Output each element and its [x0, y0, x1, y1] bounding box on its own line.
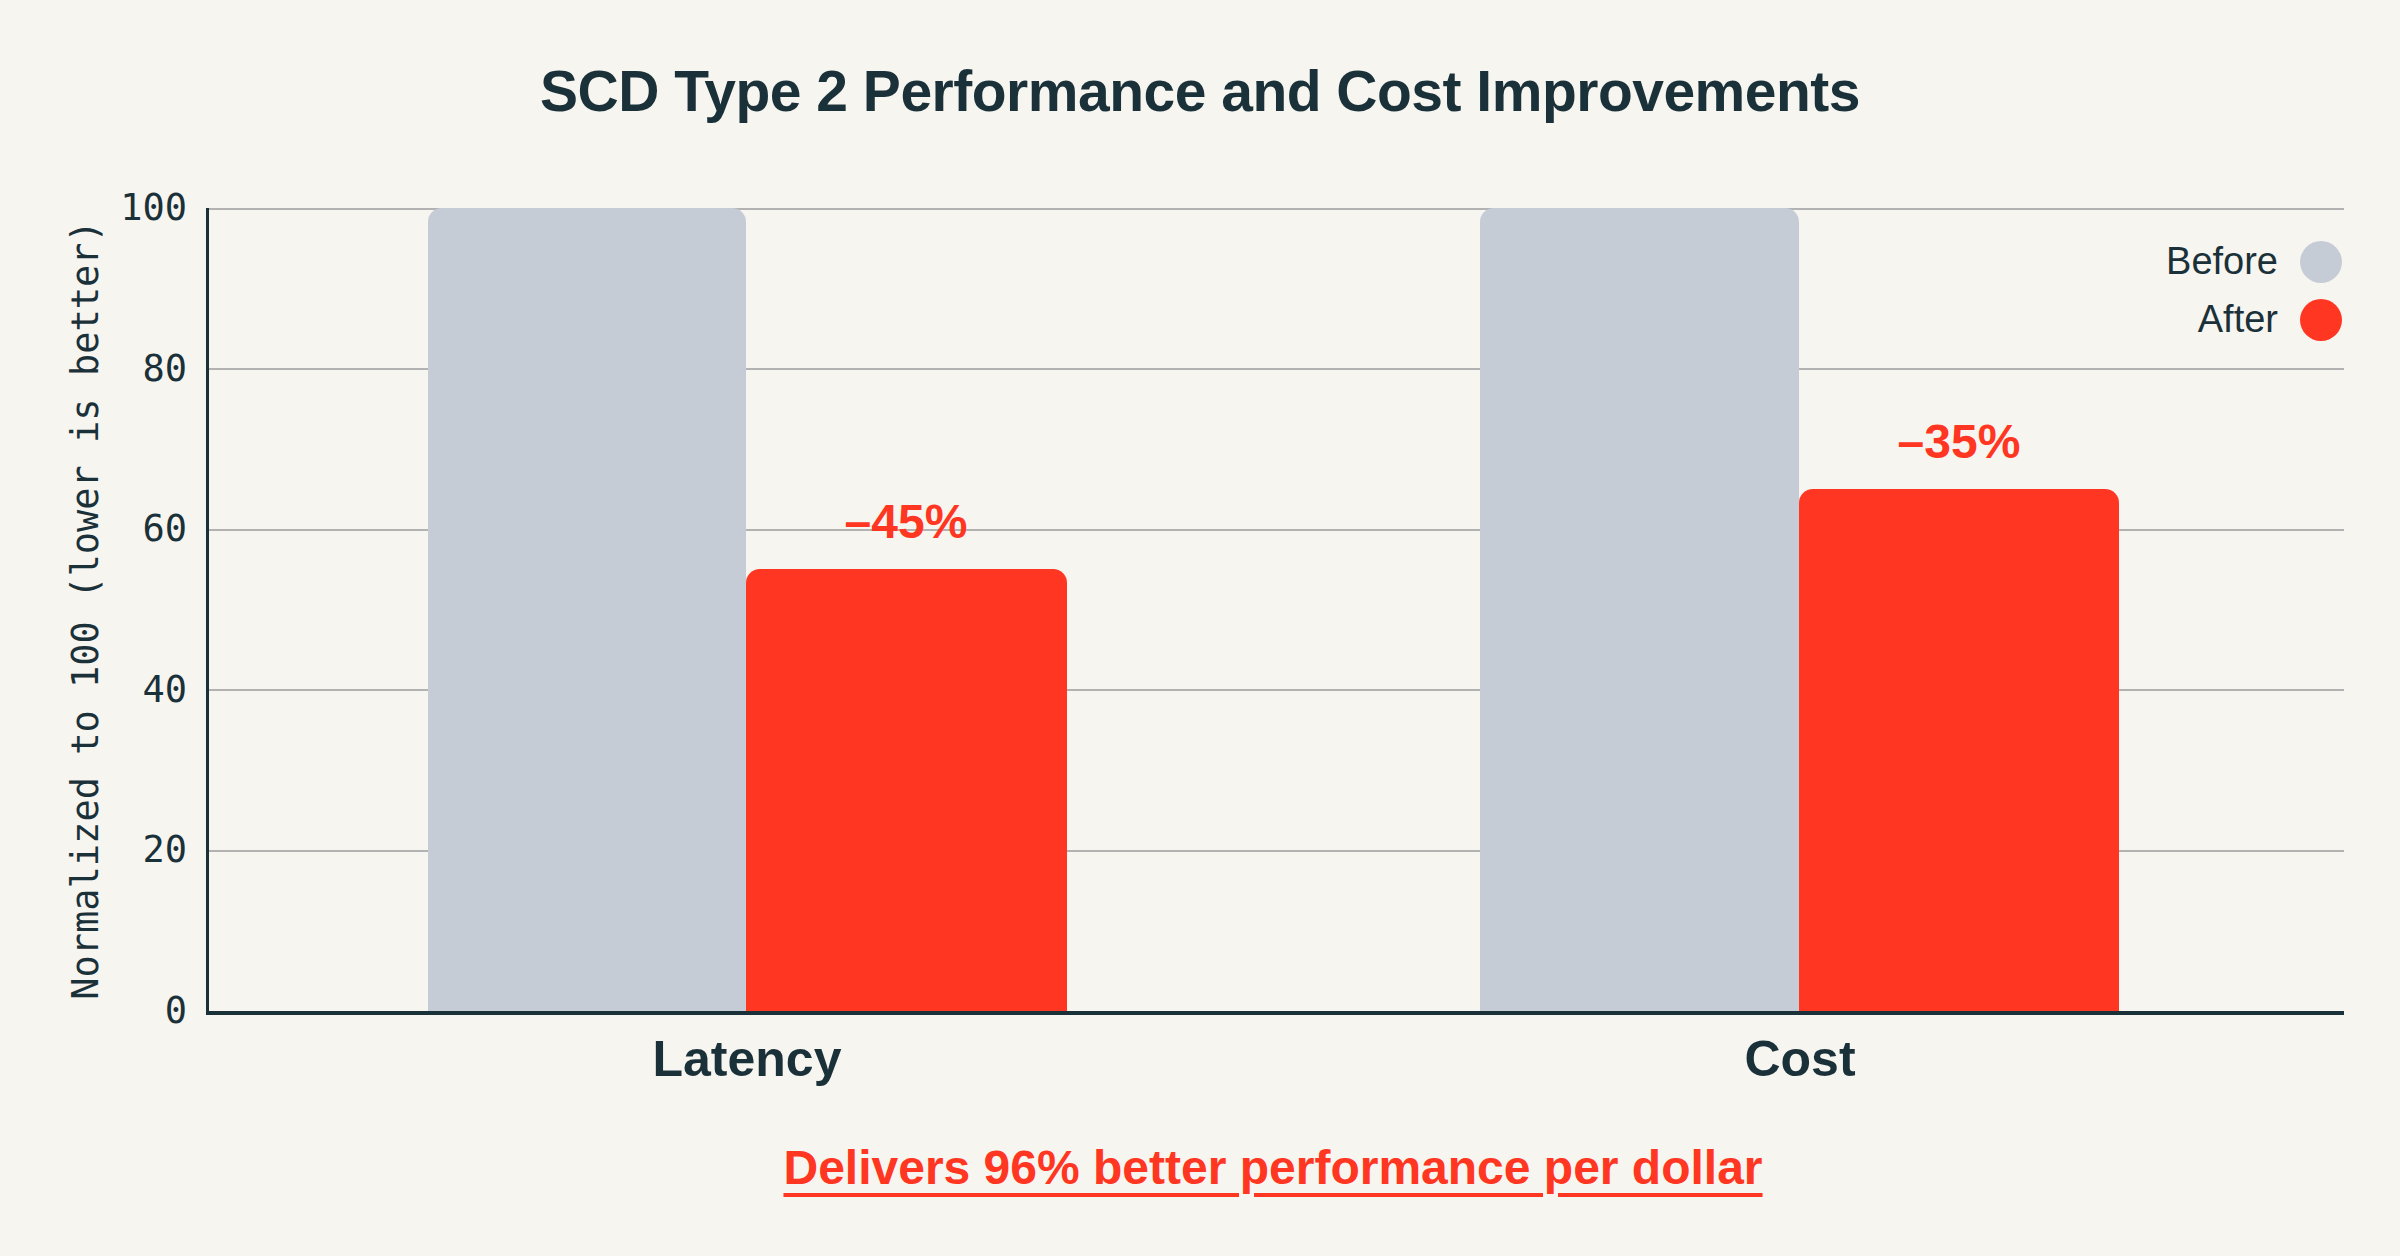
bar-cost-before [1480, 208, 1799, 1011]
annotation-cost-delta: –35% [1898, 418, 2021, 466]
chart-title: SCD Type 2 Performance and Cost Improvem… [0, 58, 2400, 124]
legend-label-after: After [2198, 298, 2278, 341]
legend-item-before: Before [2166, 240, 2342, 283]
legend: Before After [2166, 240, 2342, 341]
caption-highlight: Delivers 96% better performance per doll… [783, 1140, 1762, 1195]
y-tick-20: 20 [142, 831, 187, 869]
bar-latency-before [428, 208, 746, 1011]
legend-item-after: After [2166, 298, 2342, 341]
x-category-label-cost: Cost [1744, 1030, 1855, 1088]
bar-latency-after [746, 569, 1067, 1011]
bar-cost-after [1799, 489, 2119, 1011]
y-tick-80: 80 [142, 350, 187, 388]
legend-label-before: Before [2166, 240, 2278, 283]
x-category-label-latency: Latency [653, 1030, 842, 1088]
plot-area: 100 80 60 40 20 0 –45% –35% Before After [206, 208, 2344, 1015]
annotation-latency-delta: –45% [845, 498, 968, 546]
y-axis-label: Normalized to 100 (lower is better) [64, 220, 107, 1000]
legend-swatch-before-icon [2300, 241, 2342, 283]
y-tick-60: 60 [142, 510, 187, 548]
y-tick-0: 0 [165, 992, 187, 1030]
legend-swatch-after-icon [2300, 299, 2342, 341]
y-tick-40: 40 [142, 671, 187, 709]
chart-canvas: SCD Type 2 Performance and Cost Improvem… [0, 0, 2400, 1256]
y-tick-100: 100 [120, 189, 187, 227]
